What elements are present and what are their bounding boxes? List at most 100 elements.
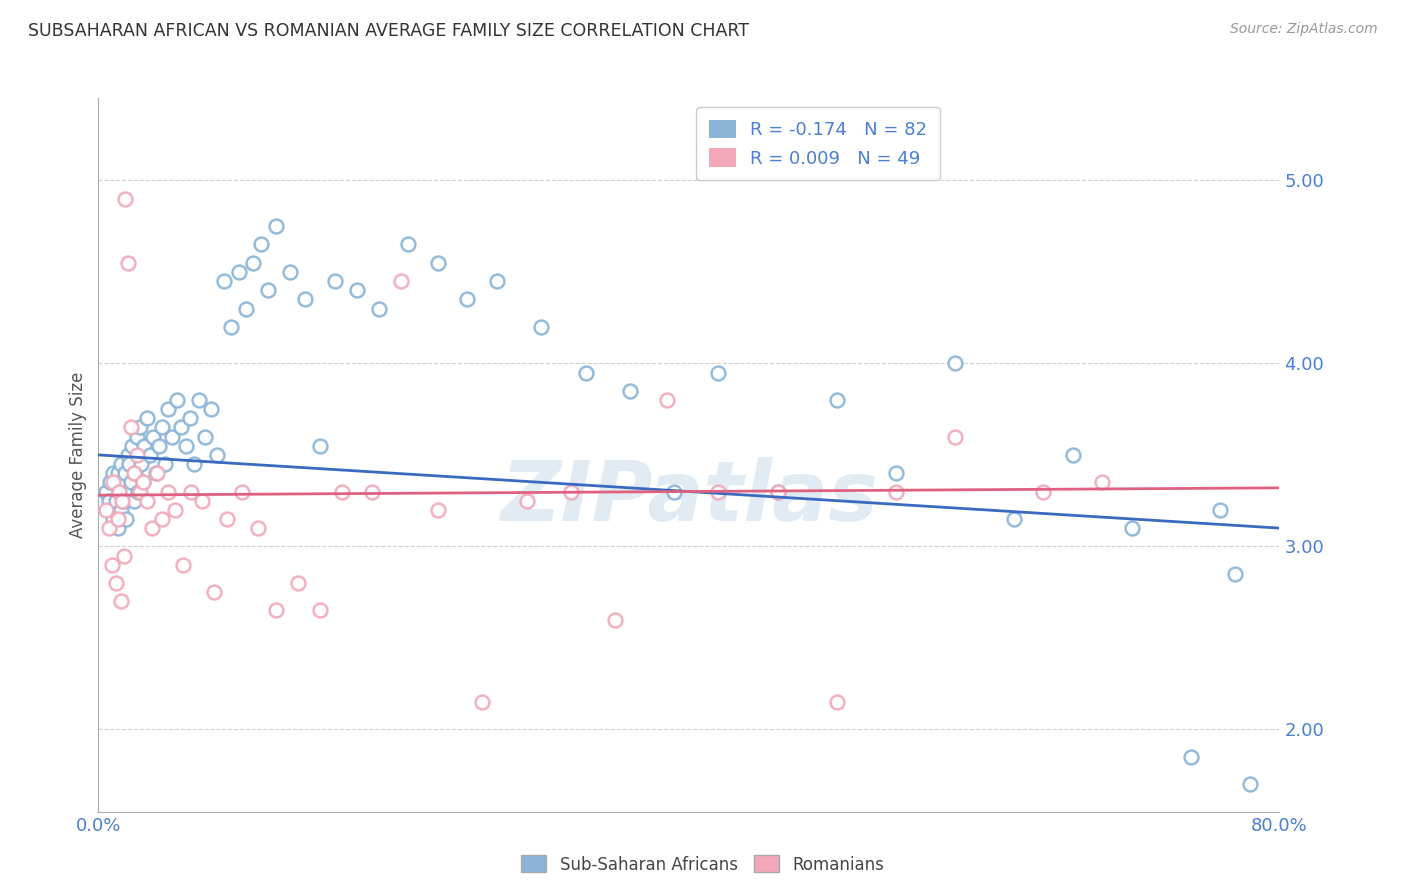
Point — [309, 603, 332, 617]
Text: Source: ZipAtlas.com: Source: ZipAtlas.com — [1230, 22, 1378, 37]
Point — [1062, 448, 1084, 462]
Point — [360, 484, 382, 499]
Point — [129, 457, 152, 471]
Point — [120, 420, 142, 434]
Point — [103, 475, 125, 490]
Point — [108, 484, 131, 499]
Point — [1121, 521, 1143, 535]
Point — [396, 237, 419, 252]
Point — [103, 512, 125, 526]
Point — [943, 356, 966, 370]
Point — [389, 274, 412, 288]
Point — [122, 493, 145, 508]
Point — [110, 594, 132, 608]
Point — [118, 457, 141, 471]
Point — [108, 484, 131, 499]
Point — [111, 493, 134, 508]
Point — [257, 283, 280, 297]
Point — [110, 503, 132, 517]
Point — [166, 392, 188, 407]
Point — [194, 429, 217, 443]
Point — [100, 503, 122, 517]
Point — [142, 429, 165, 443]
Point — [122, 467, 145, 481]
Point — [884, 484, 907, 499]
Point — [134, 439, 156, 453]
Point — [707, 366, 730, 380]
Point — [825, 392, 848, 407]
Point — [215, 512, 238, 526]
Point — [107, 467, 129, 481]
Point — [330, 484, 353, 499]
Point — [766, 484, 789, 499]
Point — [1239, 777, 1261, 791]
Point — [124, 467, 146, 481]
Point — [117, 484, 139, 499]
Point — [125, 429, 148, 443]
Point — [655, 392, 678, 407]
Point — [165, 503, 187, 517]
Point — [128, 420, 150, 434]
Point — [100, 558, 122, 572]
Point — [560, 484, 582, 499]
Text: ZIPatlas: ZIPatlas — [501, 458, 877, 538]
Point — [183, 457, 205, 471]
Point — [287, 576, 309, 591]
Point — [530, 319, 553, 334]
Point — [114, 467, 136, 481]
Point — [1002, 512, 1025, 526]
Point — [132, 475, 155, 490]
Point — [187, 392, 209, 407]
Point — [619, 384, 641, 398]
Point — [664, 484, 686, 499]
Point — [180, 484, 202, 499]
Point — [264, 603, 287, 617]
Point — [235, 301, 257, 316]
Point — [150, 512, 173, 526]
Point — [125, 448, 148, 462]
Point — [884, 467, 907, 481]
Point — [170, 420, 193, 434]
Point — [156, 484, 179, 499]
Point — [107, 512, 129, 526]
Point — [110, 457, 132, 471]
Y-axis label: Average Family Size: Average Family Size — [69, 372, 87, 538]
Point — [294, 293, 316, 307]
Point — [427, 256, 450, 270]
Point — [117, 256, 139, 270]
Point — [103, 467, 125, 481]
Point — [150, 420, 173, 434]
Point — [200, 402, 222, 417]
Point — [202, 585, 225, 599]
Point — [242, 256, 264, 270]
Point — [309, 439, 332, 453]
Point — [205, 448, 228, 462]
Point — [98, 475, 121, 490]
Point — [1223, 566, 1246, 581]
Point — [148, 439, 170, 453]
Point — [250, 237, 273, 252]
Point — [1032, 484, 1054, 499]
Point — [707, 484, 730, 499]
Point — [1180, 749, 1202, 764]
Point — [105, 576, 128, 591]
Point — [162, 429, 183, 443]
Point — [105, 493, 128, 508]
Point — [156, 402, 179, 417]
Point — [141, 521, 163, 535]
Point — [515, 493, 537, 508]
Point — [1091, 475, 1114, 490]
Point — [323, 274, 346, 288]
Point — [825, 695, 848, 709]
Point — [115, 512, 138, 526]
Point — [212, 274, 235, 288]
Point — [112, 549, 135, 563]
Point — [605, 613, 627, 627]
Point — [111, 475, 134, 490]
Point — [136, 411, 159, 425]
Point — [117, 448, 139, 462]
Point — [97, 521, 120, 535]
Point — [191, 493, 214, 508]
Point — [346, 283, 368, 297]
Point — [97, 493, 120, 508]
